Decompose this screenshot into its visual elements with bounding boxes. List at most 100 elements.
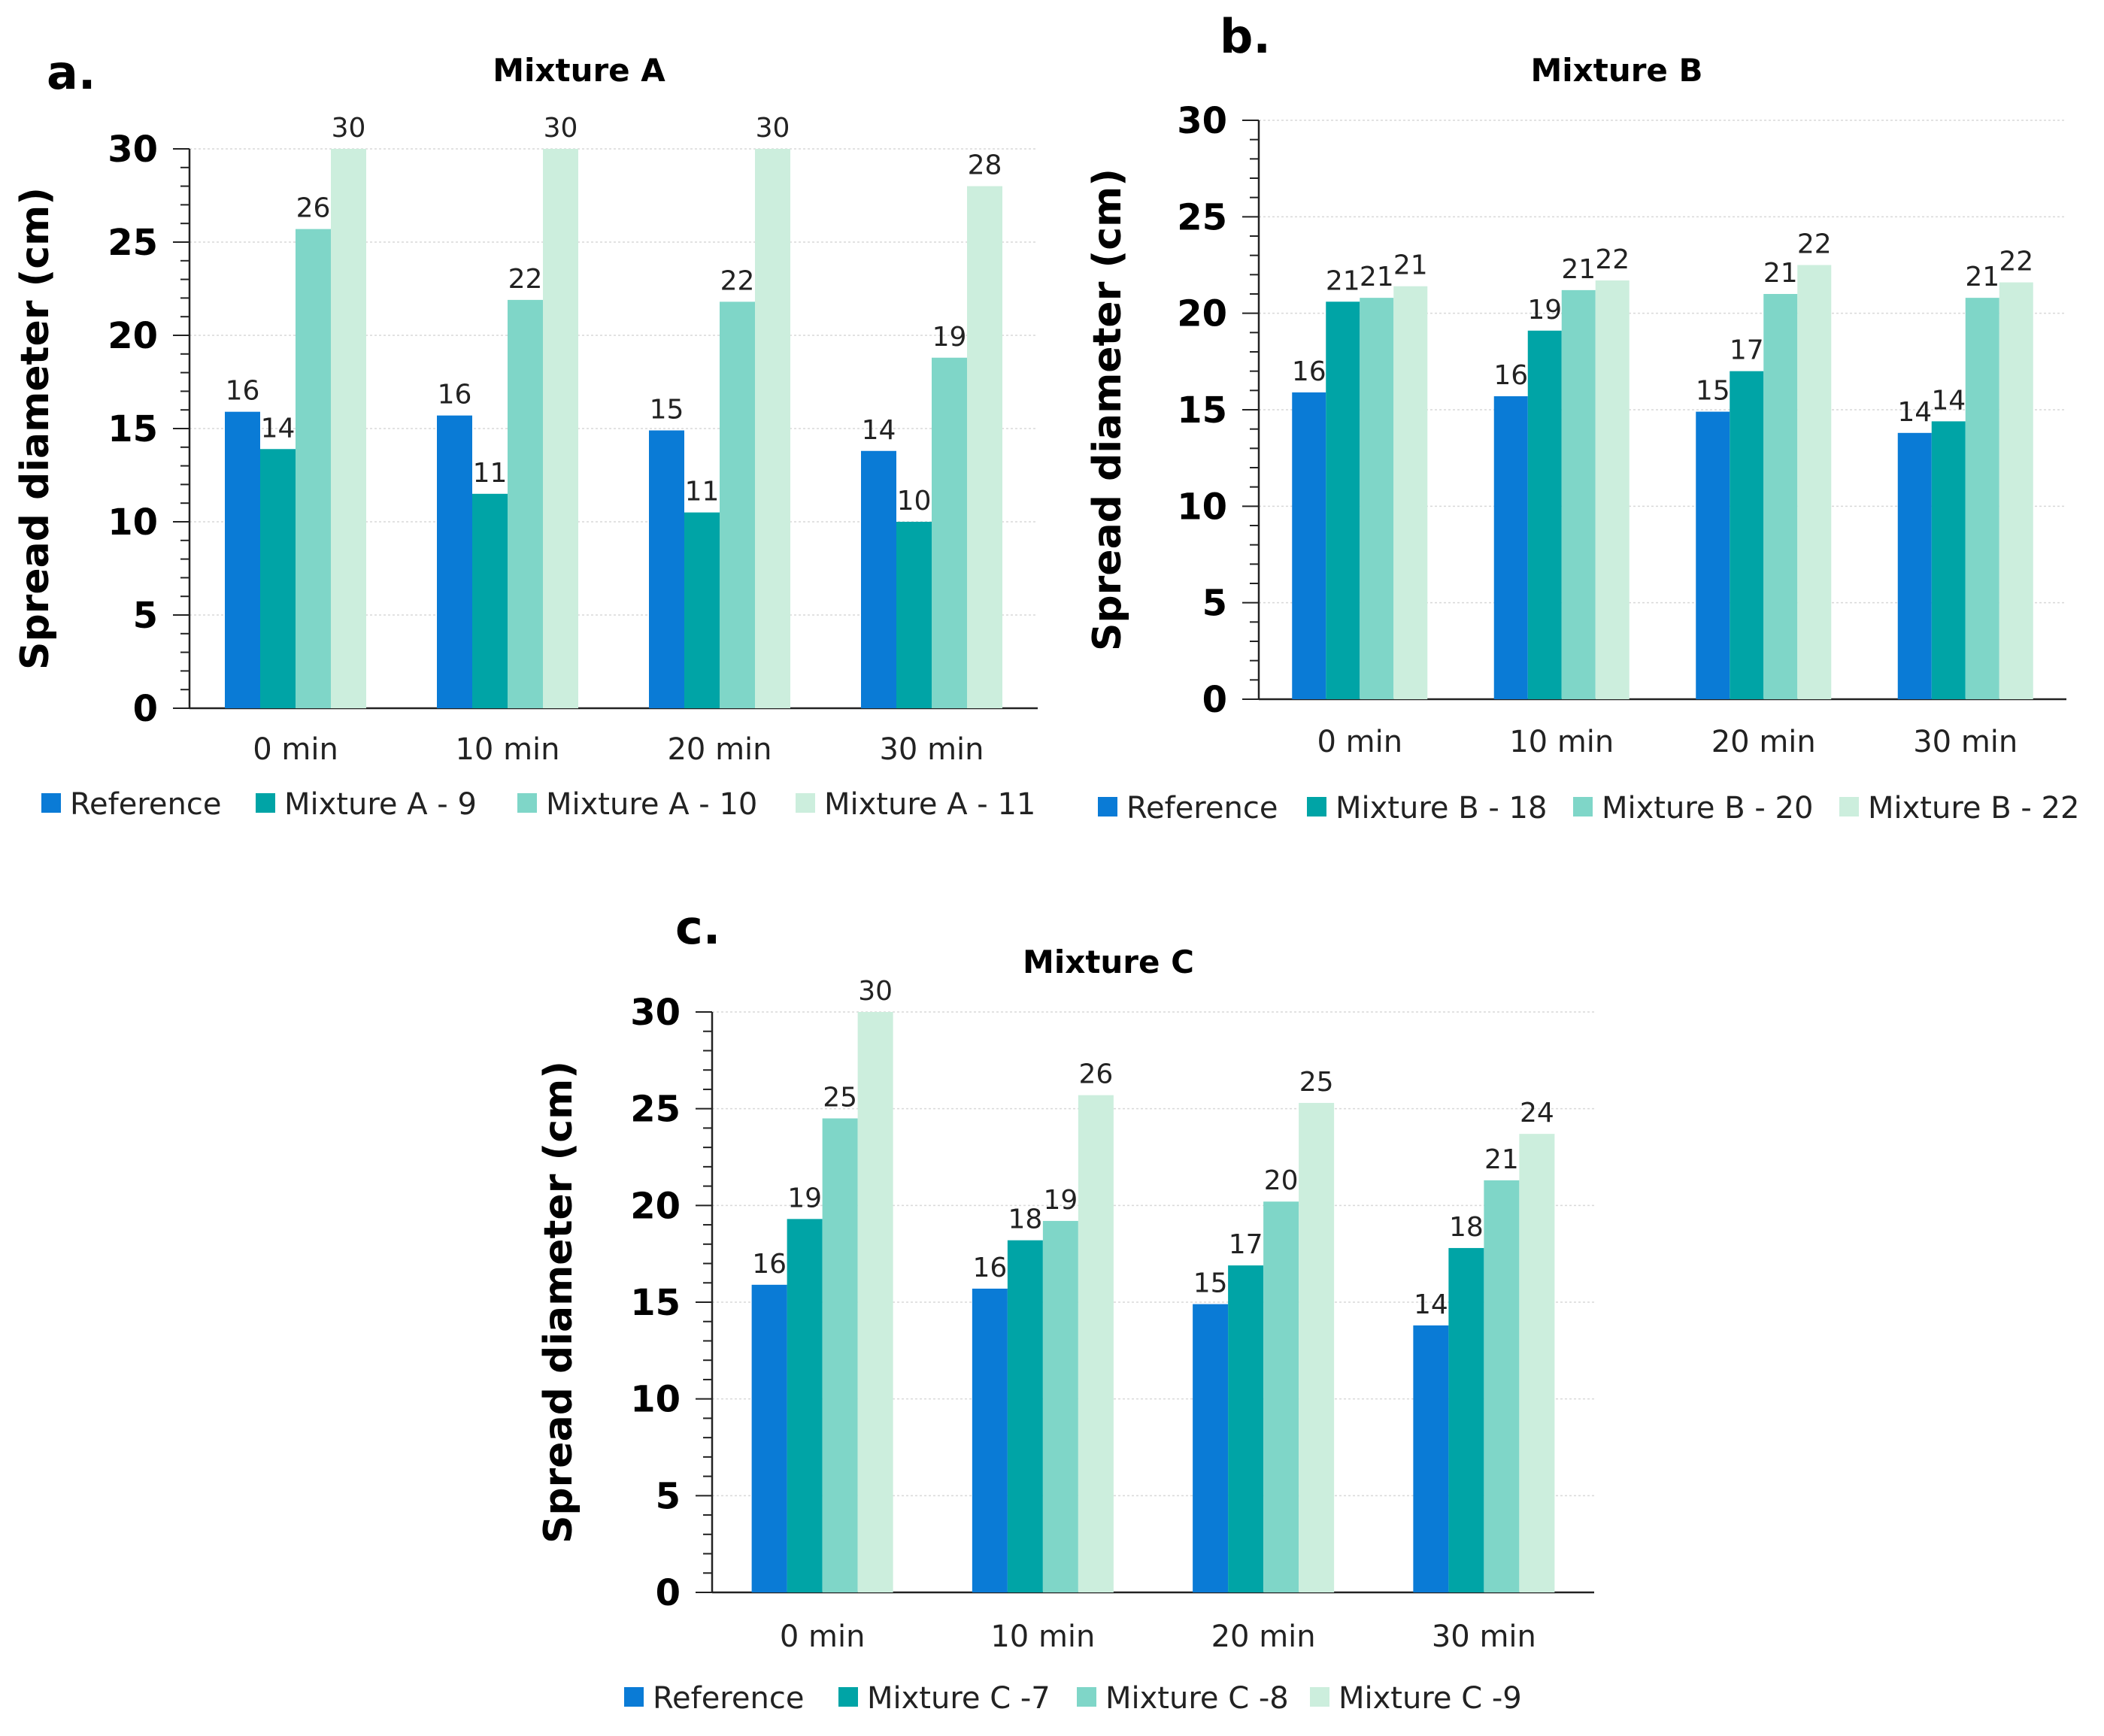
data-label: 15 (1696, 376, 1730, 407)
y-axis-label: Spread diameter (cm) (536, 1061, 581, 1544)
bar-b-s1-c2 (1730, 371, 1764, 699)
bar-c-s2-c0 (822, 1118, 858, 1592)
legend-item: Mixture C -8 (1077, 1681, 1289, 1716)
bar-b-s3-c2 (1797, 265, 1832, 699)
legend-item: Mixture B - 20 (1573, 791, 1813, 826)
x-tick-label: 30 min (879, 732, 984, 767)
legend-item: Mixture C -9 (1310, 1681, 1522, 1716)
data-label: 25 (1299, 1067, 1334, 1098)
bar-c-s3-c2 (1299, 1102, 1335, 1592)
bar-a-s1-c1 (472, 493, 508, 708)
data-label: 22 (1797, 229, 1832, 260)
chart-title: Mixture B (1530, 52, 1702, 89)
chart-c: c. Mixture C 0 5 10 15 20 25 30 Spread diameter (… (536, 900, 1594, 1716)
y-axis-label: Spread diameter (cm) (13, 187, 58, 670)
bar-a-s0-c2 (649, 430, 684, 708)
y-tick-label: 10 (630, 1379, 681, 1421)
y-tick-label: 0 (656, 1572, 681, 1614)
data-label: 21 (1965, 262, 1999, 292)
bar-a-s1-c2 (684, 512, 720, 708)
bar-c-s2-c2 (1263, 1201, 1299, 1592)
bar-c-s1-c0 (787, 1219, 823, 1592)
data-label: 30 (332, 113, 366, 144)
data-label: 18 (1449, 1212, 1484, 1243)
chart-b: b. Mixture B 0 5 10 15 20 25 30 Spread diameter (… (1085, 9, 2079, 826)
bar-c-s0-c0 (751, 1284, 787, 1592)
bar-b-s1-c3 (1931, 421, 1966, 699)
legend-swatch (41, 793, 61, 813)
bar-b-s3-c1 (1595, 280, 1630, 699)
data-label: 18 (1008, 1204, 1042, 1235)
legend-item: Reference (41, 787, 221, 822)
data-label: 19 (932, 322, 967, 353)
y-tick-label: 0 (1202, 679, 1227, 721)
legend-label: Mixture B - 20 (1602, 791, 1813, 826)
legend-label: Mixture C -9 (1338, 1681, 1522, 1716)
data-label: 21 (1393, 250, 1428, 281)
y-tick-label: 30 (630, 992, 681, 1034)
y-tick-label: 30 (1177, 100, 1227, 142)
y-tick-label: 25 (630, 1089, 681, 1131)
legend-item: Mixture A - 10 (517, 787, 757, 822)
data-label: 20 (1264, 1165, 1299, 1196)
bar-c-s2-c3 (1484, 1180, 1520, 1592)
data-label: 15 (1193, 1268, 1228, 1299)
legend-item: Reference (624, 1681, 804, 1716)
bar-a-s1-c0 (260, 449, 296, 708)
y-tick-label: 0 (133, 688, 158, 730)
bar-a-s0-c0 (225, 411, 260, 708)
data-label: 14 (862, 415, 896, 446)
bar-c-s1-c2 (1228, 1265, 1264, 1592)
data-label: 30 (756, 113, 790, 144)
data-label: 21 (1484, 1144, 1519, 1175)
x-tick-label: 20 min (1211, 1619, 1316, 1654)
data-label: 19 (1527, 295, 1562, 326)
data-label: 30 (858, 976, 893, 1007)
y-tick-label: 15 (108, 408, 158, 450)
bar-a-s0-c3 (861, 450, 896, 708)
legend-item: Mixture B - 18 (1307, 791, 1547, 826)
bar-a-s2-c0 (296, 229, 331, 708)
legend-label: Mixture A - 10 (546, 787, 757, 822)
x-tick-label: 30 min (1432, 1619, 1536, 1654)
bar-a-s2-c2 (720, 301, 755, 708)
data-label: 22 (1999, 247, 2033, 277)
data-label: 17 (1730, 335, 1764, 366)
y-tick-label: 5 (656, 1475, 681, 1517)
data-label: 16 (972, 1253, 1007, 1283)
bar-b-s2-c1 (1561, 289, 1596, 699)
bar-b-s3-c3 (1999, 282, 2033, 700)
bar-c-s0-c3 (1413, 1325, 1449, 1592)
bar-c-s2-c1 (1042, 1220, 1078, 1592)
data-label: 21 (1763, 258, 1798, 289)
legend-swatch (838, 1687, 858, 1707)
bar-a-s3-c2 (755, 149, 790, 708)
data-label: 11 (473, 458, 508, 489)
legend-swatch (1839, 797, 1859, 816)
y-tick-label: 25 (1177, 196, 1227, 238)
bar-a-s3-c0 (331, 149, 366, 708)
data-label: 22 (720, 265, 755, 296)
bar-c-s1-c3 (1448, 1247, 1484, 1592)
data-label: 15 (650, 394, 684, 425)
panel-label: a. (47, 45, 95, 100)
bar-a-s2-c3 (932, 357, 967, 708)
y-tick-label: 15 (1177, 389, 1227, 432)
data-label: 11 (685, 477, 720, 507)
x-tick-label: 10 min (455, 732, 559, 767)
bar-b-s2-c2 (1763, 294, 1798, 699)
legend-swatch (1307, 797, 1326, 816)
legend-label: Mixture B - 18 (1335, 791, 1547, 826)
legend-label: Reference (653, 1681, 804, 1716)
data-label: 26 (296, 193, 331, 224)
panel-label: b. (1220, 9, 1271, 64)
bar-c-s1-c1 (1007, 1240, 1043, 1592)
y-tick-label: 20 (1177, 293, 1227, 335)
legend-swatch (256, 793, 275, 813)
data-label: 19 (1043, 1185, 1078, 1216)
y-tick-label: 5 (1202, 583, 1227, 625)
data-label: 10 (897, 486, 932, 517)
y-axis-label: Spread diameter (cm) (1085, 168, 1130, 651)
y-tick-label: 20 (108, 315, 158, 357)
